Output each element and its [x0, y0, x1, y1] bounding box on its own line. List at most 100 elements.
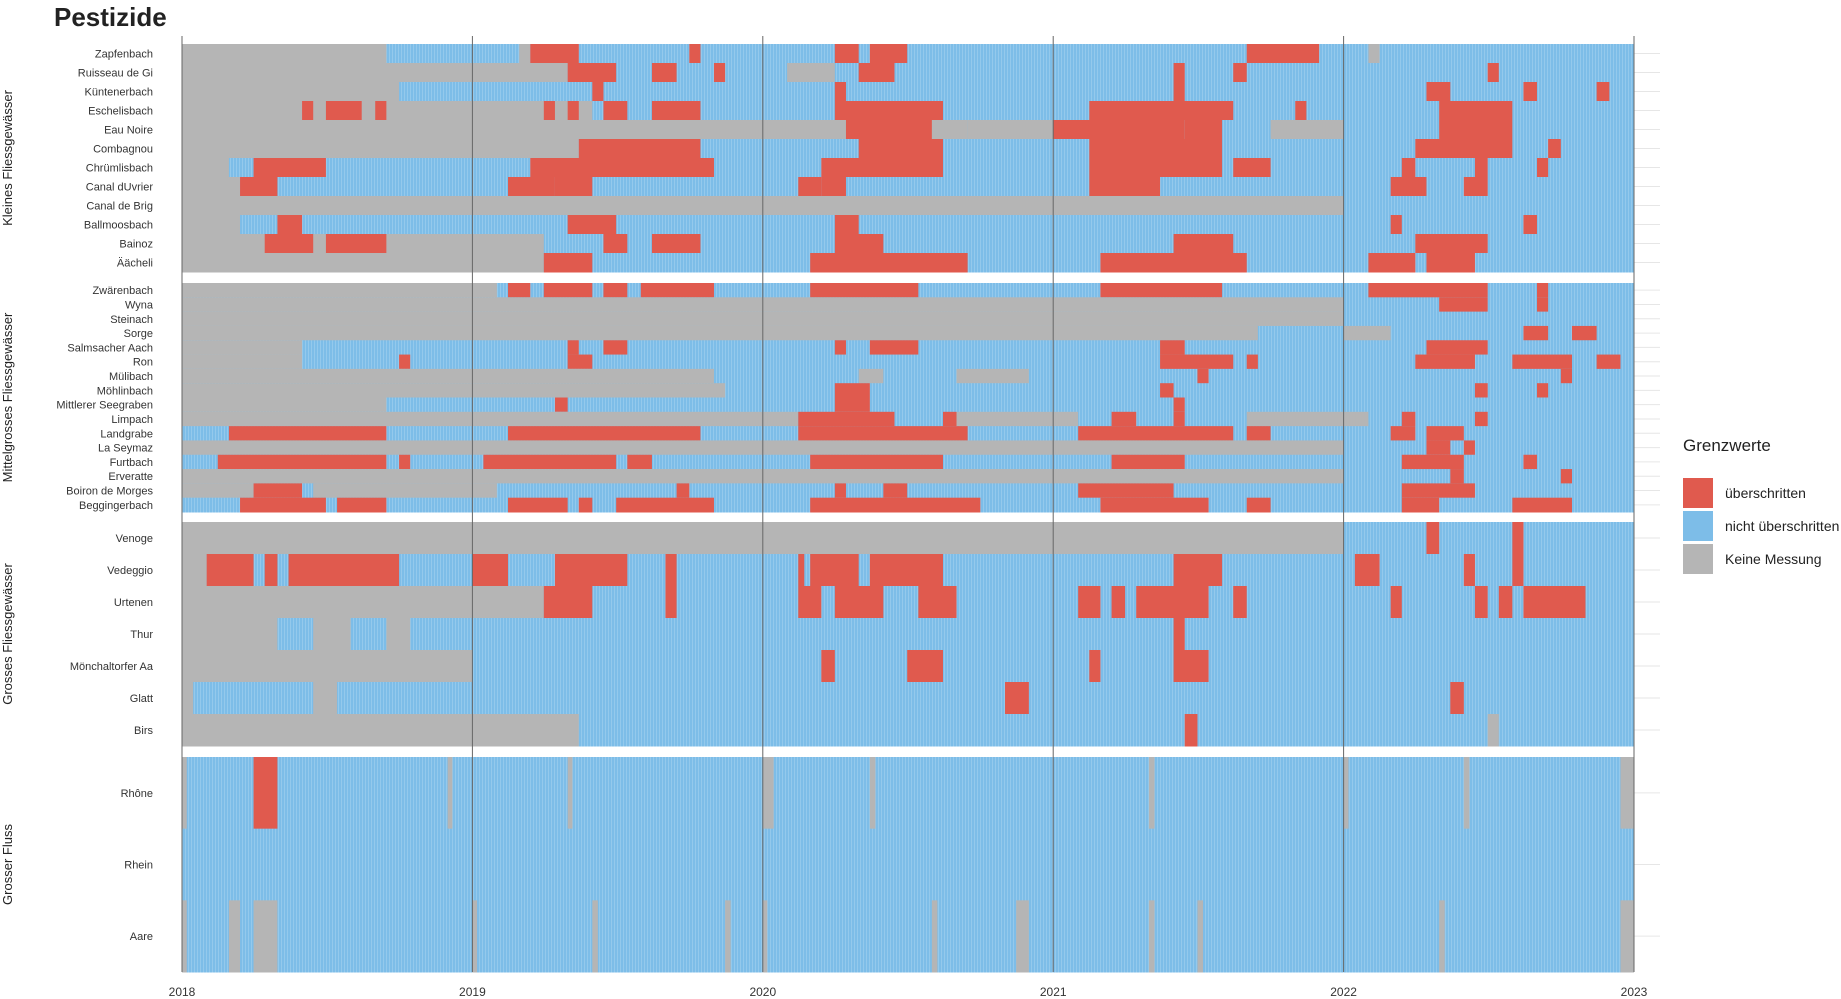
- legend: Grenzwerte überschritten nicht überschri…: [1683, 436, 1839, 575]
- cell-exceeded: [1463, 440, 1475, 456]
- cell-exceeded: [1426, 440, 1451, 456]
- cell-exceeded: [530, 44, 579, 64]
- cell-no-measurement: [858, 368, 884, 384]
- cell-exceeded: [240, 497, 326, 513]
- cell-exceeded: [651, 234, 701, 254]
- cell-exceeded: [798, 177, 822, 197]
- row-Zwärenbach: [182, 283, 1634, 298]
- cell-not-exceeded: [182, 82, 1634, 102]
- cell-not-exceeded: [182, 215, 1634, 235]
- cell-no-measurement: [519, 44, 531, 64]
- cell-exceeded: [264, 554, 278, 587]
- cell-exceeded: [567, 63, 617, 83]
- cell-exceeded: [1512, 354, 1572, 370]
- cell-exceeded: [798, 554, 805, 587]
- cell-exceeded: [1173, 650, 1209, 683]
- cell-no-measurement: [956, 368, 1029, 384]
- cell-exceeded: [530, 158, 714, 178]
- cell-no-measurement: [931, 900, 938, 973]
- cell-exceeded: [1354, 554, 1380, 587]
- cell-exceeded: [1474, 586, 1488, 619]
- cell-exceeded: [277, 215, 303, 235]
- cell-exceeded: [508, 177, 555, 197]
- cell-exceeded: [1596, 354, 1621, 370]
- cell-no-measurement: [182, 650, 473, 683]
- cell-exceeded: [1512, 554, 1524, 587]
- cell-no-measurement: [182, 714, 579, 747]
- cell-exceeded: [834, 586, 884, 619]
- cell-exceeded: [834, 101, 943, 121]
- cell-exceeded: [1571, 325, 1597, 341]
- row-Salmsacher Aach: [182, 340, 1634, 356]
- cell-exceeded: [1439, 297, 1488, 313]
- cell-no-measurement: [1620, 757, 1634, 830]
- cell-no-measurement: [182, 63, 568, 83]
- cell-exceeded: [1560, 368, 1572, 384]
- cell-exceeded: [1450, 469, 1464, 484]
- x-tick-label: 2023: [1621, 985, 1648, 999]
- cell-exceeded: [651, 101, 701, 121]
- cell-exceeded: [834, 383, 870, 398]
- cell-exceeded: [640, 283, 714, 298]
- cell-no-measurement: [182, 368, 714, 384]
- cell-no-measurement: [472, 900, 478, 973]
- x-tick-label: 2020: [749, 985, 776, 999]
- cell-exceeded: [858, 139, 943, 159]
- panel-1: [182, 283, 1634, 513]
- cell-exceeded: [1523, 586, 1586, 619]
- cell-exceeded: [1390, 426, 1416, 441]
- cell-exceeded: [253, 158, 326, 178]
- cell-no-measurement: [1463, 757, 1470, 830]
- station-label: Birs: [134, 725, 153, 737]
- row-Glatt: [182, 682, 1634, 715]
- station-label: Combagnou: [93, 144, 153, 156]
- cell-exceeded: [834, 340, 846, 356]
- cell-not-exceeded: [182, 354, 1634, 370]
- cell-not-exceeded: [182, 234, 1634, 254]
- row-Rhein: [182, 828, 1634, 901]
- cell-exceeded: [1368, 253, 1416, 273]
- station-label: Canal de Brig: [86, 201, 153, 213]
- cell-exceeded: [1390, 177, 1427, 197]
- cell-exceeded: [1089, 139, 1223, 159]
- cell-no-measurement: [447, 757, 453, 830]
- cell-exceeded: [1474, 383, 1488, 398]
- cell-no-measurement: [1343, 757, 1349, 830]
- cell-no-measurement: [182, 682, 194, 715]
- station-label: Salmsacher Aach: [67, 342, 153, 354]
- cell-exceeded: [1548, 139, 1561, 159]
- cell-no-measurement: [182, 757, 187, 830]
- cell-exceeded: [834, 483, 846, 499]
- cell-no-measurement: [182, 554, 207, 587]
- cell-exceeded: [399, 454, 411, 470]
- cell-exceeded: [1005, 682, 1029, 715]
- station-label: Ballmoosbach: [84, 220, 153, 232]
- cell-exceeded: [253, 757, 278, 830]
- cell-exceeded: [253, 483, 303, 499]
- cell-exceeded: [1536, 297, 1549, 313]
- panel-label: Mittelgrosses Fliessgewässer: [0, 312, 15, 482]
- cell-exceeded: [821, 650, 835, 683]
- cell-exceeded: [1439, 120, 1513, 140]
- cell-exceeded: [288, 554, 400, 587]
- cell-exceeded: [1246, 44, 1320, 64]
- row-Thur: [182, 618, 1634, 651]
- row-Ron: [182, 354, 1634, 370]
- station-label: Landgrabe: [100, 428, 153, 440]
- cell-exceeded: [1415, 234, 1488, 254]
- x-tick-label: 2018: [169, 985, 196, 999]
- cell-exceeded: [1246, 497, 1271, 513]
- cell-no-measurement: [182, 283, 497, 298]
- station-label: Mittlerer Seegraben: [56, 400, 153, 412]
- cell-exceeded: [1536, 158, 1549, 178]
- cell-exceeded: [554, 177, 593, 197]
- cell-exceeded: [834, 82, 846, 102]
- station-label: Rhône: [121, 788, 153, 800]
- cell-exceeded: [1100, 253, 1247, 273]
- row-Boiron de Morges: [182, 483, 1634, 499]
- cell-exceeded: [1426, 522, 1440, 555]
- cell-no-measurement: [228, 900, 241, 973]
- row-Mönchaltorfer Aa: [182, 650, 1634, 683]
- cell-exceeded: [651, 63, 677, 83]
- cell-exceeded: [1173, 63, 1185, 83]
